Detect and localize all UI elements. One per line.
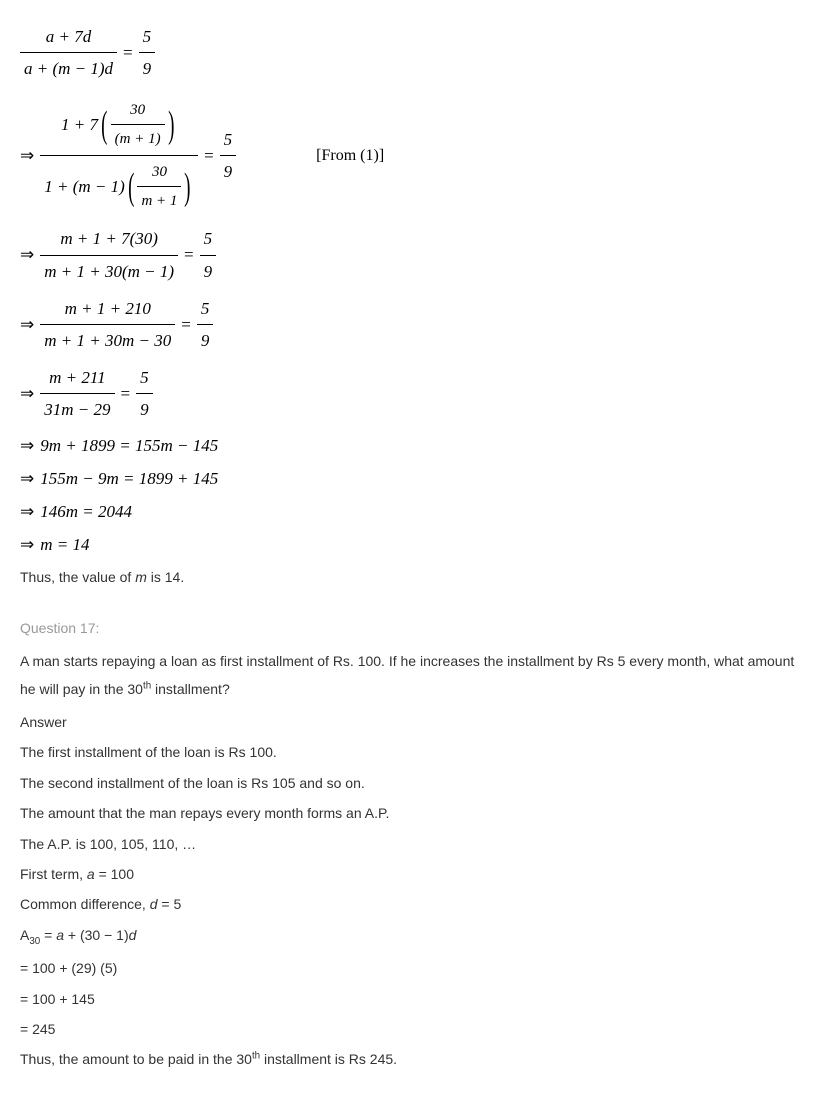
q17-text-post: installment? [151,681,230,697]
eq2-top-frac-top: 30 [111,96,165,125]
eq3-rhs-top: 5 [200,223,217,255]
eq1-rhs-top: 5 [139,21,156,53]
eq3-top: m + 1 + 7(30) [40,223,178,255]
equation-7: ⇒155m − 9m = 1899 + 145 [20,465,803,492]
question-17-heading: Question 17: [20,617,803,639]
eq5-bot: 31m − 29 [40,394,114,425]
eq2-rhs-bot: 9 [220,156,237,187]
equation-3: ⇒ m + 1 + 7(30) m + 1 + 30(m − 1) = 5 9 [20,223,803,286]
q17-line3: The amount that the man repays every mon… [20,802,803,824]
q17-text-pre: A man starts repaying a loan as first in… [20,653,794,697]
q17-conclusion-pre: Thus, the amount to be paid in the 30 [20,1051,252,1067]
q17-line7-a: a [56,927,64,943]
q17-line8: = 100 + (29) (5) [20,957,803,979]
q17-question-text: A man starts repaying a loan as first in… [20,647,803,703]
q17-line5-pre: First term, [20,866,87,882]
eq1-denominator: a + (m − 1)d [20,53,117,84]
eq2-rhs-top: 5 [220,124,237,156]
eq2-bot-frac-bot: m + 1 [137,187,181,215]
q17-line5-var: a [87,866,95,882]
conclusion-var: m [135,569,147,585]
eq2-bot-frac-top: 30 [137,158,181,187]
equation-9: ⇒m = 14 [20,531,803,558]
conclusion-pre: Thus, the value of [20,569,135,585]
q17-conclusion-sup: th [252,1051,260,1062]
q17-line7-lhs: A [20,927,29,943]
eq6-text: 9m + 1899 = 155m − 145 [40,432,218,459]
eq4-top: m + 1 + 210 [40,293,175,325]
eq2-bot-left: 1 + (m − 1) [44,173,125,200]
answer-heading: Answer [20,711,803,733]
q17-line6-var: d [150,896,158,912]
q17-line7-d: d [129,927,137,943]
prev-conclusion: Thus, the value of m is 14. [20,566,803,588]
conclusion-post: is 14. [147,569,184,585]
eq3-rhs-bot: 9 [200,256,217,287]
q17-line7-sub: 30 [29,936,40,947]
eq4-rhs-bot: 9 [197,325,214,356]
eq3-bot: m + 1 + 30(m − 1) [40,256,178,287]
eq7-text: 155m − 9m = 1899 + 145 [40,465,218,492]
eq4-rhs-top: 5 [197,293,214,325]
q17-line9: = 100 + 145 [20,988,803,1010]
eq2-reference: [From (1)] [316,143,384,169]
equation-5: ⇒ m + 211 31m − 29 = 5 9 [20,362,803,425]
q17-conclusion-post: installment is Rs 245. [260,1051,397,1067]
equation-2: ⇒ 1 + 7 ( 30 (m + 1) ) 1 + (m − 1) ( 30 … [20,94,803,217]
q17-text-sup: th [143,680,151,691]
q17-conclusion: Thus, the amount to be paid in the 30th … [20,1048,803,1070]
eq5-rhs-top: 5 [136,362,153,394]
q17-line4: The A.P. is 100, 105, 110, … [20,833,803,855]
eq4-bot: m + 1 + 30m − 30 [40,325,175,356]
q17-line10: = 245 [20,1018,803,1040]
q17-line7: A30 = a + (30 − 1)d [20,924,803,949]
equation-8: ⇒146m = 2044 [20,498,803,525]
equation-4: ⇒ m + 1 + 210 m + 1 + 30m − 30 = 5 9 [20,293,803,356]
q17-line6-pre: Common difference, [20,896,150,912]
eq9-text: m = 14 [40,531,89,558]
eq2-top-frac-bot: (m + 1) [111,125,165,153]
eq1-numerator: a + 7d [20,21,117,53]
q17-line1: The first installment of the loan is Rs … [20,741,803,763]
q17-line7-plus: + (30 − 1) [64,927,129,943]
equation-1: a + 7d a + (m − 1)d = 5 9 [20,21,803,84]
eq5-rhs-bot: 9 [136,394,153,425]
q17-line5: First term, a = 100 [20,863,803,885]
eq2-top-left: 1 + 7 [61,111,98,138]
q17-line2: The second installment of the loan is Rs… [20,772,803,794]
equation-6: ⇒9m + 1899 = 155m − 145 [20,432,803,459]
q17-line6-post: = 5 [158,896,182,912]
q17-line6: Common difference, d = 5 [20,893,803,915]
q17-line7-mid: = [40,927,56,943]
eq8-text: 146m = 2044 [40,498,132,525]
q17-line5-post: = 100 [95,866,134,882]
eq1-rhs-bot: 9 [139,53,156,84]
eq5-top: m + 211 [40,362,114,394]
